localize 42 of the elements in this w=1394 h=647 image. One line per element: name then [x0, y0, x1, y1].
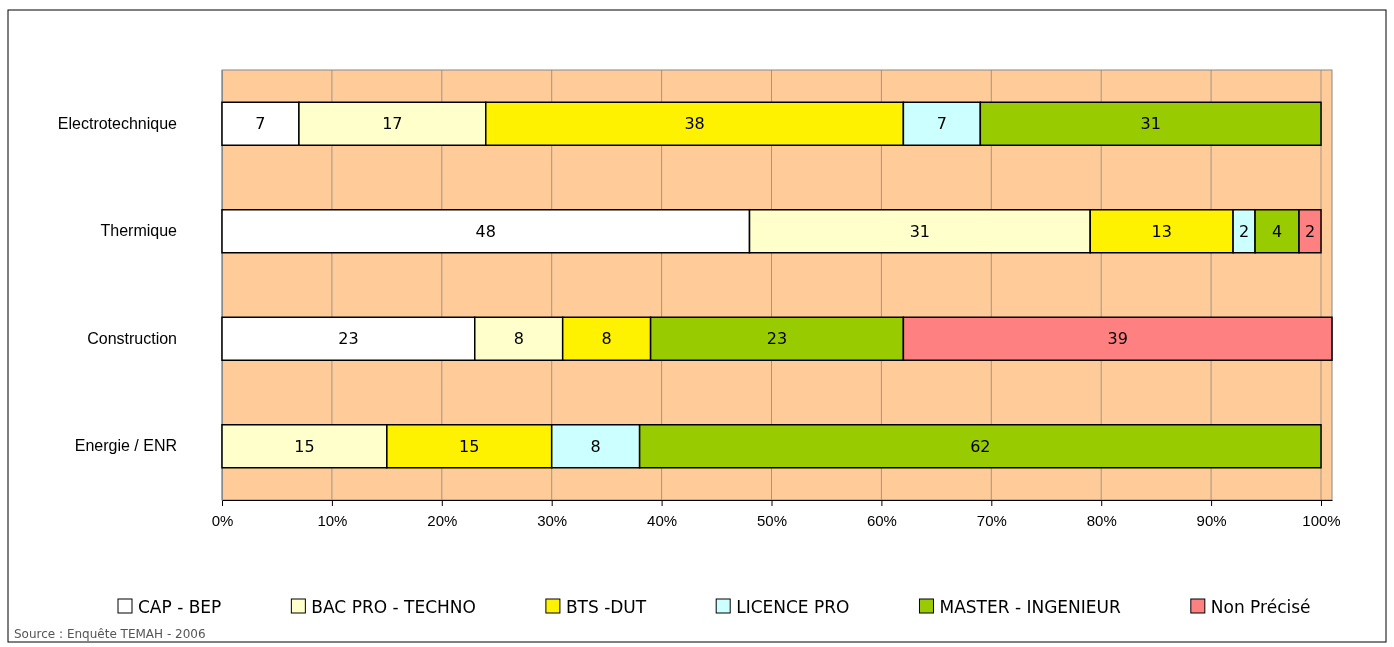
- data-label: 15: [459, 436, 480, 456]
- data-label: 23: [766, 329, 788, 349]
- data-label: 39: [1107, 329, 1128, 349]
- legend-label: Non Précisé: [1210, 596, 1311, 617]
- data-label: 15: [294, 436, 315, 456]
- data-label: 38: [684, 114, 705, 134]
- data-label: 8: [590, 436, 601, 456]
- data-label: 31: [909, 221, 931, 241]
- data-label: 2: [1238, 221, 1250, 241]
- data-label: 7: [936, 114, 947, 134]
- x-tick-label: 60%: [866, 511, 897, 529]
- x-tick-label: 50%: [756, 511, 788, 529]
- legend-label: LICENCE PRO: [736, 596, 850, 617]
- data-label: 23: [338, 329, 359, 349]
- x-tick-label: 30%: [537, 511, 568, 529]
- x-tick-label: 100%: [1302, 511, 1341, 529]
- y-tick-label: Thermique: [100, 222, 178, 240]
- data-label: 8: [601, 329, 612, 349]
- data-label: 62: [970, 436, 991, 456]
- data-label: 7: [255, 114, 266, 134]
- legend-label: BTS -DUT: [565, 596, 647, 617]
- data-label: 2: [1304, 221, 1316, 241]
- source-note: Source : Enquête TEMAH - 2006: [14, 627, 206, 641]
- x-tick-label: 80%: [1086, 511, 1117, 529]
- legend-label: BAC PRO - TECHNO: [311, 596, 476, 617]
- x-tick-label: 10%: [317, 511, 348, 529]
- x-tick-label: 90%: [1196, 511, 1227, 529]
- y-tick-label: Construction: [87, 329, 177, 347]
- y-tick-label: Electrotechnique: [57, 114, 178, 132]
- data-label: 48: [475, 221, 496, 241]
- legend-label: MASTER - INGENIEUR: [939, 596, 1121, 617]
- x-tick-label: 20%: [427, 511, 458, 529]
- x-tick-label: 0%: [211, 511, 234, 529]
- x-tick-label: 70%: [976, 511, 1007, 529]
- data-label: 31: [1140, 114, 1161, 134]
- legend-label: CAP - BEP: [138, 596, 222, 617]
- data-label: 17: [382, 114, 403, 134]
- data-label: 13: [1151, 221, 1172, 241]
- data-label: 4: [1271, 221, 1283, 241]
- data-label: 8: [513, 329, 524, 349]
- x-tick-label: 40%: [647, 511, 678, 529]
- y-tick-label: Energie / ENR: [74, 437, 177, 455]
